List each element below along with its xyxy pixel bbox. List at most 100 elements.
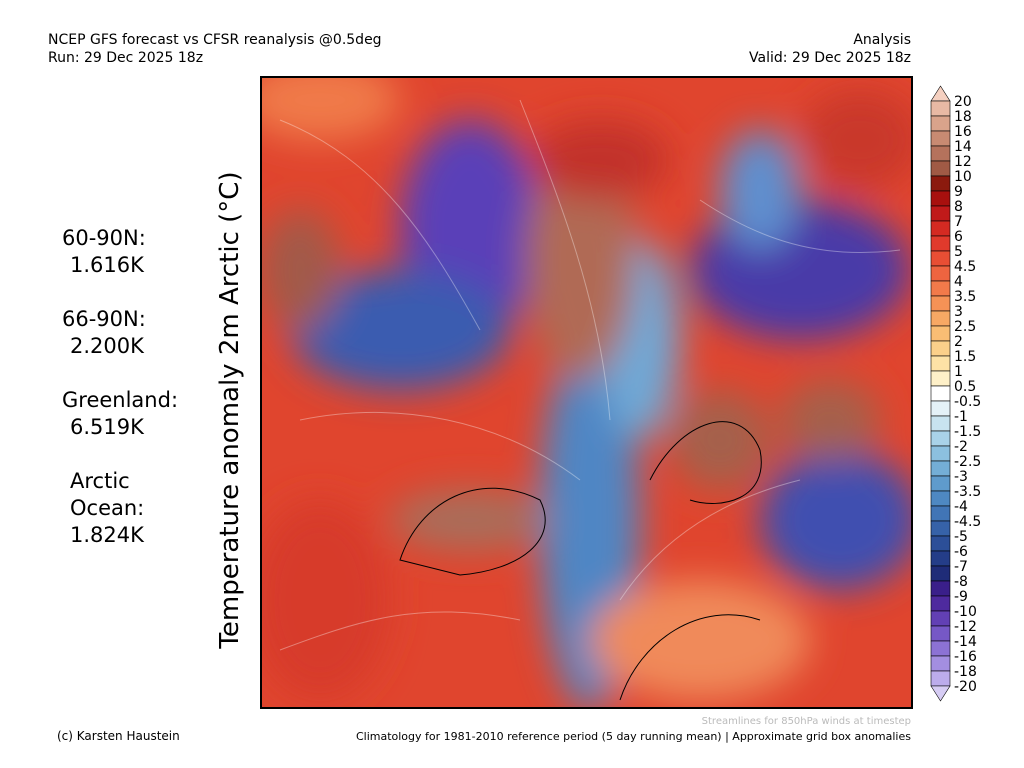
stat-value: 1.824K	[70, 523, 145, 547]
colorbar-triangle	[930, 685, 951, 702]
colorbar-box	[930, 220, 951, 237]
colorbar-box	[930, 565, 951, 582]
colorbar-box	[930, 535, 951, 552]
colorbar-box	[930, 625, 951, 642]
colorbar-box	[930, 100, 951, 117]
colorbar-label: 7	[954, 214, 963, 230]
colorbar-label: 9	[954, 184, 963, 200]
colorbar-box	[930, 580, 951, 597]
colorbar-box	[930, 205, 951, 222]
colorbar-label: 1	[954, 364, 963, 380]
colorbar-box	[930, 340, 951, 357]
stat-value: 2.200K	[70, 334, 145, 358]
colorbar-box	[930, 310, 951, 327]
colorbar-label: 12	[954, 154, 972, 170]
stat-value: 1.616K	[70, 253, 145, 277]
colorbar-box	[930, 655, 951, 672]
colorbar-label: -3.5	[954, 484, 981, 500]
colorbar-box	[930, 370, 951, 387]
stat-label: 66-90N:	[62, 307, 146, 331]
colorbar-box	[930, 250, 951, 267]
colorbar-box	[930, 325, 951, 342]
stat-value: 6.519K	[70, 415, 145, 439]
stats: 60-90N: 1.616K 66-90N: 2.200K Greenland: 6.51…	[62, 226, 178, 547]
colorbar-box	[930, 595, 951, 612]
colorbar-label: 3	[954, 304, 963, 320]
colorbar-box	[930, 490, 951, 507]
stat-label: 60-90N:	[62, 226, 146, 250]
colorbar-box	[930, 550, 951, 567]
colorbar-label: 4	[954, 274, 963, 290]
colorbar-label: -20	[954, 679, 977, 695]
map	[261, 77, 912, 708]
colorbar-label: -18	[954, 664, 977, 680]
colorbar-box	[930, 265, 951, 282]
colorbar-label: 2.5	[954, 319, 976, 335]
colorbar-label: 3.5	[954, 289, 976, 305]
colorbar-label: 20	[954, 94, 972, 110]
colorbar-label: -9	[954, 589, 968, 605]
colorbar-box	[930, 445, 951, 462]
colorbar-box	[930, 280, 951, 297]
colorbar-box	[930, 430, 951, 447]
colorbar-box	[930, 295, 951, 312]
title-line: Valid: 29 Dec 2025 18z	[749, 50, 911, 66]
title-line: NCEP GFS forecast vs CFSR reanalysis @0.…	[48, 32, 382, 48]
colorbar-box	[930, 385, 951, 402]
colorbar-label: 2	[954, 334, 963, 350]
colorbar-box	[930, 415, 951, 432]
map-frame	[260, 76, 913, 709]
colorbar-label: 16	[954, 124, 972, 140]
footer-note: Climatology for 1981-2010 reference peri…	[356, 730, 911, 743]
colorbar-box	[930, 670, 951, 687]
colorbar-box	[930, 520, 951, 537]
colorbar-box	[930, 235, 951, 252]
colorbar-label: -4	[954, 499, 968, 515]
colorbar-box	[930, 145, 951, 162]
colorbar-label: -12	[954, 619, 977, 635]
stat-label: Arctic	[70, 469, 130, 493]
colorbar-label: -2	[954, 439, 968, 455]
colorbar-box	[930, 190, 951, 207]
colorbar-box	[930, 505, 951, 522]
colorbar-label: 6	[954, 229, 963, 245]
colorbar-label: -10	[954, 604, 977, 620]
colorbar-label: 8	[954, 199, 963, 215]
title-line: Analysis	[853, 32, 911, 48]
colorbar-box	[930, 130, 951, 147]
colorbar-label: -8	[954, 574, 968, 590]
colorbar-label: -16	[954, 649, 977, 665]
colorbar-box	[930, 400, 951, 417]
stat-label: Ocean:	[70, 496, 144, 520]
colorbar-box	[930, 115, 951, 132]
colorbar-box	[930, 355, 951, 372]
colorbar-label: -1	[954, 409, 968, 425]
colorbar-box	[930, 160, 951, 177]
footer-note: Streamlines for 850hPa winds at timestep	[702, 716, 911, 727]
colorbar-triangle	[930, 85, 951, 102]
colorbar-label: -1.5	[954, 424, 981, 440]
colorbar-label: 1.5	[954, 349, 976, 365]
title-line: Run: 29 Dec 2025 18z	[48, 50, 203, 66]
colorbar-label: -14	[954, 634, 977, 650]
colorbar-label: 10	[954, 169, 972, 185]
colorbar-label: 18	[954, 109, 972, 125]
colorbar-label: -2.5	[954, 454, 981, 470]
colorbar-label: 14	[954, 139, 972, 155]
colorbar-box	[930, 640, 951, 657]
colorbar-label: 5	[954, 244, 963, 260]
colorbar-label: 4.5	[954, 259, 976, 275]
colorbar-box	[930, 610, 951, 627]
axis-label: Temperature anomaly 2m Arctic (°C)	[215, 171, 245, 649]
colorbar-box	[930, 175, 951, 192]
colorbar-label: -4.5	[954, 514, 981, 530]
colorbar-label: -6	[954, 544, 968, 560]
colorbar-box	[930, 475, 951, 492]
credit: (c) Karsten Haustein	[57, 729, 180, 743]
colorbar: 201816141210987654.543.532.521.510.5-0.5…	[930, 85, 981, 702]
colorbar-label: -7	[954, 559, 968, 575]
colorbar-label: -0.5	[954, 394, 981, 410]
colorbar-label: -3	[954, 469, 968, 485]
colorbar-label: 0.5	[954, 379, 976, 395]
